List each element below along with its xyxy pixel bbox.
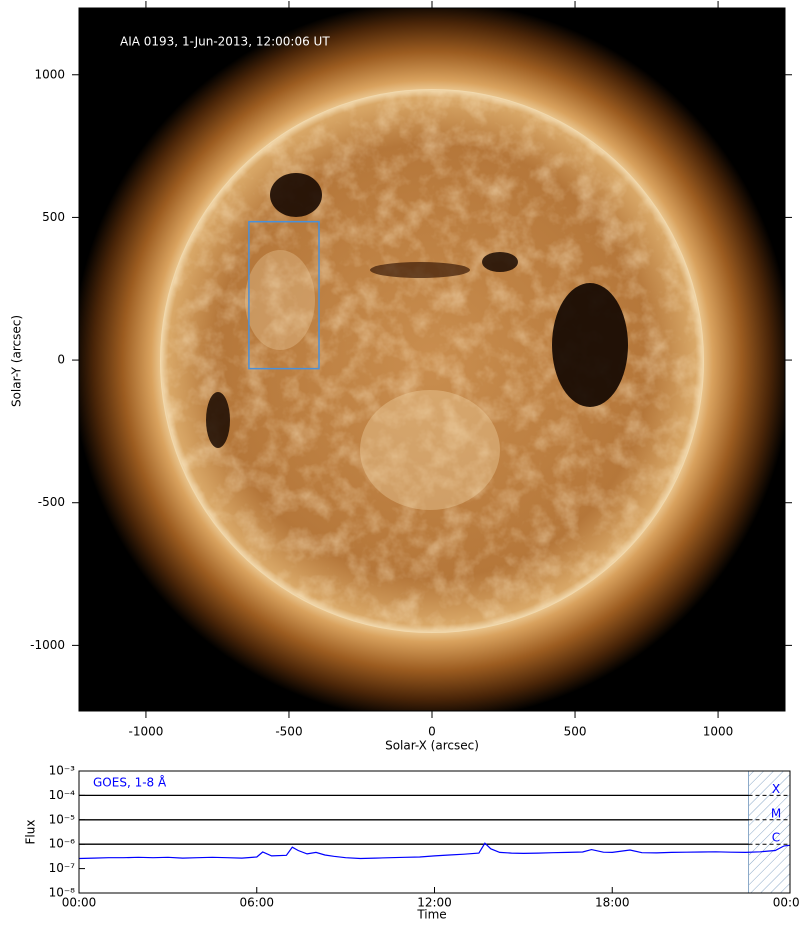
x-tick-label: 0: [428, 725, 436, 739]
x-tick-label: 00:00: [773, 896, 799, 910]
disk-features: [162, 91, 702, 631]
level-label: M: [771, 806, 781, 820]
plot-area: [79, 771, 790, 893]
x-tick-label: 1000: [703, 725, 734, 739]
x-tick-label: 06:00: [239, 896, 274, 910]
y-tick-label: 0: [57, 353, 65, 367]
y-tick-label: 10⁻⁷: [49, 861, 76, 875]
x-axis-label: Solar-X (arcsec): [385, 739, 479, 753]
level-label: C: [772, 831, 780, 845]
y-tick-label: 10⁻⁴: [49, 788, 76, 802]
x-tick-label: 00:00: [62, 896, 97, 910]
plot-title: GOES, 1-8 Å: [93, 775, 167, 790]
flux-line: [78, 842, 791, 860]
level-label: X: [772, 782, 780, 796]
x-tick-label: 12:00: [417, 896, 452, 910]
region-box: [248, 220, 320, 370]
image-title: AIA 0193, 1-Jun-2013, 12:00:06 UT: [120, 35, 330, 49]
x-tick-label: 500: [564, 725, 587, 739]
x-axis-label: Time: [416, 908, 446, 922]
y-tick-label: 10⁻⁸: [49, 886, 76, 900]
y-axis-label: Solar-Y (arcsec): [10, 315, 24, 407]
y-tick-label: 10⁻⁶: [49, 837, 76, 851]
y-tick-label: 10⁻⁵: [49, 812, 76, 826]
x-tick-label: -500: [275, 725, 302, 739]
y-tick-label: 1000: [34, 67, 65, 81]
x-tick-label: 18:00: [595, 896, 630, 910]
shaded-region: [748, 770, 791, 894]
y-tick-label: 10⁻³: [49, 764, 76, 778]
y-tick-label: -500: [38, 495, 65, 509]
x-tick-label: -1000: [129, 725, 164, 739]
solar-image: [79, 8, 785, 711]
y-tick-label: -1000: [30, 638, 65, 652]
y-axis-label: Flux: [24, 820, 38, 845]
y-tick-label: 500: [42, 210, 65, 224]
